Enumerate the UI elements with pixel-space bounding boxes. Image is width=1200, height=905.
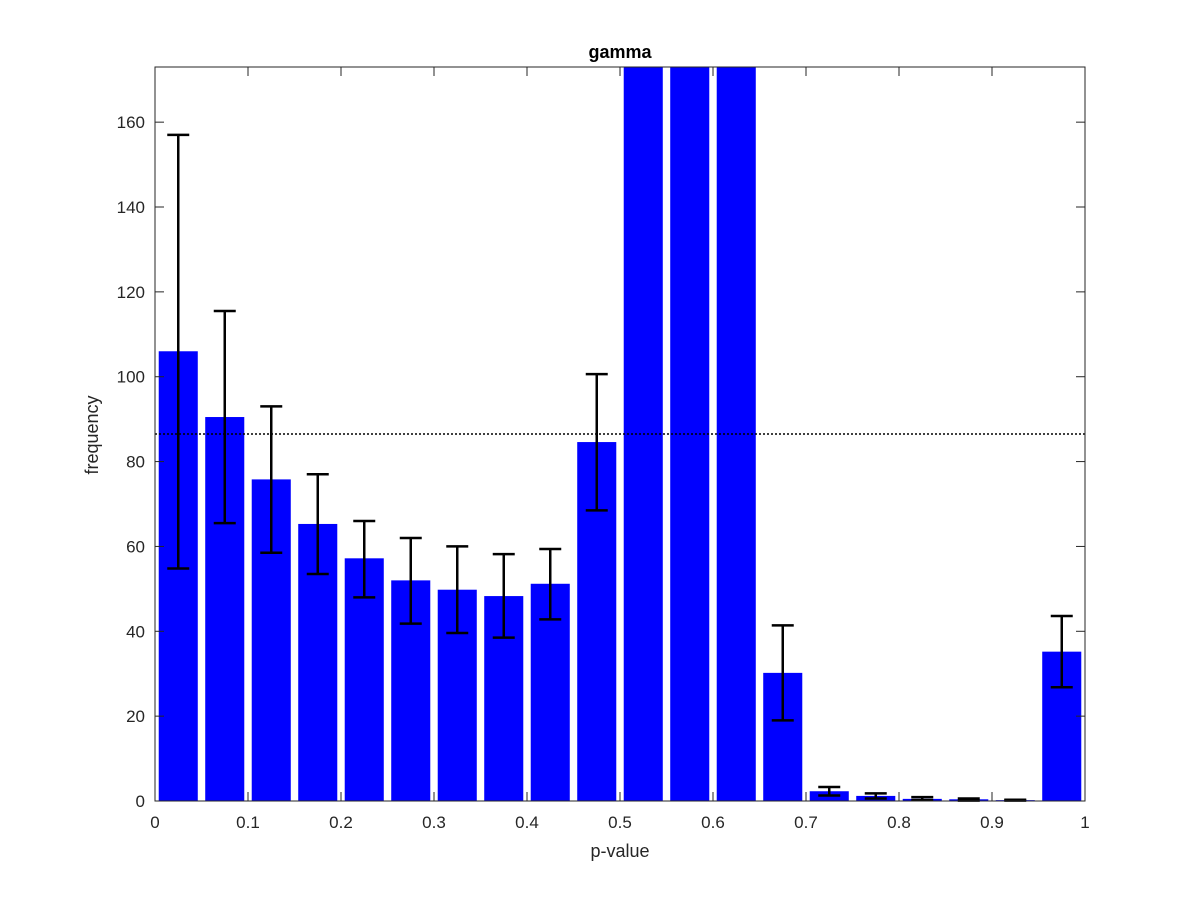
error-bar — [446, 545, 469, 635]
x-tick-label: 0.1 — [236, 813, 260, 832]
x-tick-label: 0.5 — [608, 813, 632, 832]
error-bar — [353, 519, 376, 599]
y-tick-label: 0 — [136, 792, 145, 811]
y-tick-label: 60 — [126, 537, 145, 556]
error-bar — [260, 405, 283, 555]
error-bar — [492, 552, 515, 639]
error-bar — [1004, 798, 1027, 802]
bars-layer — [158, 67, 1082, 801]
error-bar — [1050, 614, 1073, 689]
x-tick-label: 0.4 — [515, 813, 539, 832]
error-bar — [771, 624, 794, 722]
error-bar — [864, 792, 887, 800]
error-bar — [911, 795, 934, 802]
x-tick-label: 0.7 — [794, 813, 818, 832]
x-tick-label: 1 — [1080, 813, 1089, 832]
x-tick-label: 0 — [150, 813, 159, 832]
y-axis-label: frequency — [82, 395, 102, 474]
y-tick-label: 100 — [117, 368, 145, 387]
error-bar — [399, 536, 422, 625]
y-tick-label: 120 — [117, 283, 145, 302]
y-tick-label: 160 — [117, 113, 145, 132]
x-tick-label: 0.2 — [329, 813, 353, 832]
error-bars-layer — [167, 133, 1073, 802]
ticks-layer: 0 0.1 0.2 0.3 0.4 0.5 0.6 0.7 0.8 0.9 1 0 20 40 60 80 10… — [117, 67, 1090, 832]
x-axis-label: p-value — [590, 841, 649, 861]
error-bar — [818, 785, 841, 797]
y-tick-label: 40 — [126, 622, 145, 641]
x-tick-label: 0.3 — [422, 813, 446, 832]
histogram-bar — [344, 558, 384, 801]
y-tick-label: 80 — [126, 453, 145, 472]
error-bar — [539, 547, 562, 621]
y-tick-label: 140 — [117, 198, 145, 217]
error-bar — [167, 133, 190, 570]
y-tick-label: 20 — [126, 707, 145, 726]
error-bar — [213, 309, 236, 525]
x-tick-label: 0.8 — [887, 813, 911, 832]
error-bar — [306, 473, 329, 576]
error-bar — [585, 372, 608, 512]
x-tick-label: 0.9 — [980, 813, 1004, 832]
x-tick-label: 0.6 — [701, 813, 725, 832]
error-bar — [957, 797, 980, 802]
chart-title: gamma — [588, 42, 652, 62]
